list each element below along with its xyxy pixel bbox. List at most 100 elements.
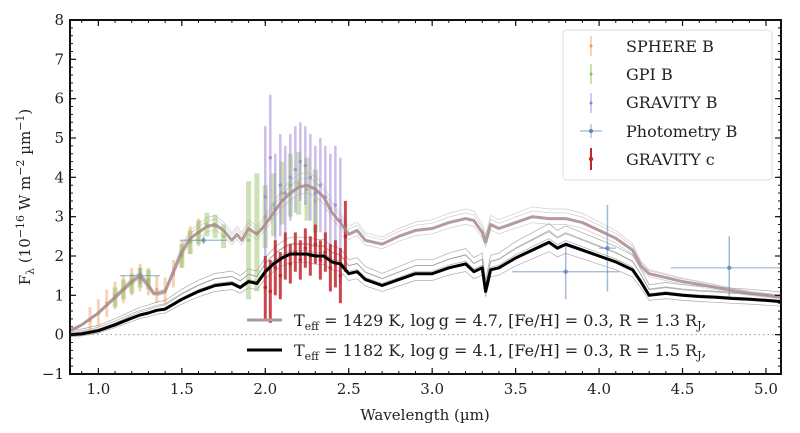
gravity-b-point (288, 175, 293, 180)
model-c-sample-line (70, 251, 781, 337)
x-tick-label: 4.0 (587, 380, 611, 398)
model-lines-layer (70, 183, 781, 337)
y-axis-label-sub: λ (24, 268, 37, 275)
model-legend-entry-c: Teff = 1182 K, log g = 4.1, [Fe/H] = 0.3… (247, 341, 707, 363)
gravity-c-point (303, 246, 308, 250)
y-tick-label: 2 (54, 247, 64, 265)
legend-entry-gravity-b: GRAVITY B (589, 93, 718, 113)
model-b-label-t: T (294, 311, 305, 330)
gravity-b-point (278, 183, 283, 187)
y-tick-label: 6 (54, 90, 64, 108)
legend-entry-gpi-b: GPI B (589, 64, 673, 84)
y-axis-label-exp3: −1 (14, 115, 27, 131)
legend-dot-photometry-b (589, 129, 593, 133)
y-axis-label: Fλ (10−16 W m−2 µm−1) (14, 109, 37, 286)
gravity-b-point (308, 175, 313, 180)
model-legend-label-b: Teff = 1429 K, log g = 4.7, [Fe/H] = 0.3… (294, 311, 707, 333)
legend-entry-photometry-b: Photometry B (580, 122, 737, 141)
legend-label-gpi-b: GPI B (626, 65, 673, 84)
y-tick-label: 7 (54, 50, 64, 68)
gravity-c-point (268, 289, 273, 294)
model-legend-label-c: Teff = 1182 K, log g = 4.1, [Fe/H] = 0.3… (294, 341, 707, 363)
gravity-c-point (288, 262, 293, 266)
y-tick-label: 8 (54, 11, 64, 29)
legend-dot-sphere-b (589, 44, 593, 48)
model-c-label-t: T (294, 341, 305, 360)
gravity-b-point (318, 183, 323, 187)
gravity-c-point (273, 266, 278, 270)
x-tick-label: 2.5 (337, 380, 361, 398)
x-tick-label: 2.0 (253, 380, 277, 398)
y-tick-label: 0 (54, 326, 64, 344)
axis-ticks: 1.0 1.5 2.0 2.5 3.0 3.5 4.0 4.5 5.0 −1 0 1 2 3 4 5 6 7 8 (42, 11, 781, 398)
legend-dot-gpi-b (589, 72, 593, 76)
x-tick-label: 3.0 (420, 380, 444, 398)
legend-box (562, 29, 773, 181)
y-tick-label: 1 (54, 286, 64, 304)
y-axis-label-end: ) (16, 109, 34, 115)
model-c-label-text: = 1182 K, log g = 4.1, [Fe/H] = 0.3, R =… (319, 341, 698, 360)
gpi-b-point (146, 277, 151, 282)
y-axis-label-mid: W m (16, 176, 34, 215)
model-legend: Teff = 1429 K, log g = 4.7, [Fe/H] = 0.3… (247, 311, 707, 363)
model-b-line (70, 183, 781, 333)
gravity-c-point (278, 273, 283, 278)
model-b-label-sub: eff (305, 320, 321, 333)
y-axis-label-rest: (10 (16, 238, 34, 268)
gravity-b-point (283, 191, 288, 195)
gravity-c-point (298, 258, 303, 262)
photometry-b-point (727, 265, 732, 270)
y-axis-label-exp1: −16 (14, 215, 27, 238)
gravity-c-point (263, 285, 268, 290)
model-c-sample-line (70, 229, 781, 335)
model-c-label-tail: , (701, 341, 706, 360)
legend-entry-sphere-b: SPHERE B (589, 36, 714, 56)
gravity-c-point (318, 258, 323, 262)
gravity-c-point (343, 234, 348, 239)
gravity-b-point (333, 203, 338, 207)
legend-label-gravity-b: GRAVITY B (626, 93, 718, 112)
photometry-b-point (605, 245, 610, 251)
legend-label-sphere-b: SPHERE B (626, 37, 714, 56)
gravity-c-point (328, 266, 333, 270)
y-tick-label: 3 (54, 208, 64, 226)
model-b-label-text: = 1429 K, log g = 4.7, [Fe/H] = 0.3, R =… (319, 311, 698, 330)
model-b-label-tail: , (701, 311, 706, 330)
model-legend-entry-b: Teff = 1429 K, log g = 4.7, [Fe/H] = 0.3… (247, 311, 707, 333)
x-tick-label: 1.0 (86, 380, 110, 398)
gravity-b-point (313, 191, 318, 195)
gravity-b-point (293, 167, 298, 172)
gravity-c-point (338, 273, 343, 278)
model-b-label-rsub: J (696, 319, 701, 332)
sphere-b-point (154, 287, 159, 292)
legend: SPHERE B GPI B GRAVITY B Photometry B GR… (562, 29, 773, 181)
x-tick-label: 1.5 (170, 380, 194, 398)
gravity-b-point (268, 155, 273, 160)
plot-frame (69, 19, 782, 375)
y-tick-label: −1 (42, 365, 64, 383)
x-tick-label: 4.5 (671, 380, 695, 398)
gravity-b-point (298, 159, 303, 164)
gravity-c-point (323, 250, 328, 254)
gravity-b-point (303, 163, 308, 168)
x-tick-label: 5.0 (754, 380, 778, 398)
legend-dot-gravity-b (589, 101, 593, 105)
model-c-line (70, 240, 781, 337)
model-b-sample-line (70, 177, 781, 331)
legend-entry-gravity-c: GRAVITY c (588, 148, 715, 170)
gravity-b-point (263, 195, 268, 199)
legend-dot-gravity-c (588, 156, 594, 162)
legend-label-photometry-b: Photometry B (626, 122, 737, 141)
model-c-label-sub: eff (305, 350, 321, 363)
model-c-label-rsub: J (696, 349, 701, 362)
gpi-b-point (246, 238, 251, 243)
model-b-sample-line (70, 171, 781, 333)
y-axis-label-mid2: µm (16, 131, 34, 160)
gpi-b-point (221, 234, 226, 239)
y-axis-label-main: F (16, 275, 34, 285)
y-tick-label: 4 (54, 168, 64, 186)
gravity-c-point (313, 242, 318, 246)
legend-label-gravity-c: GRAVITY c (626, 150, 715, 169)
photometry-b-point (201, 238, 206, 243)
